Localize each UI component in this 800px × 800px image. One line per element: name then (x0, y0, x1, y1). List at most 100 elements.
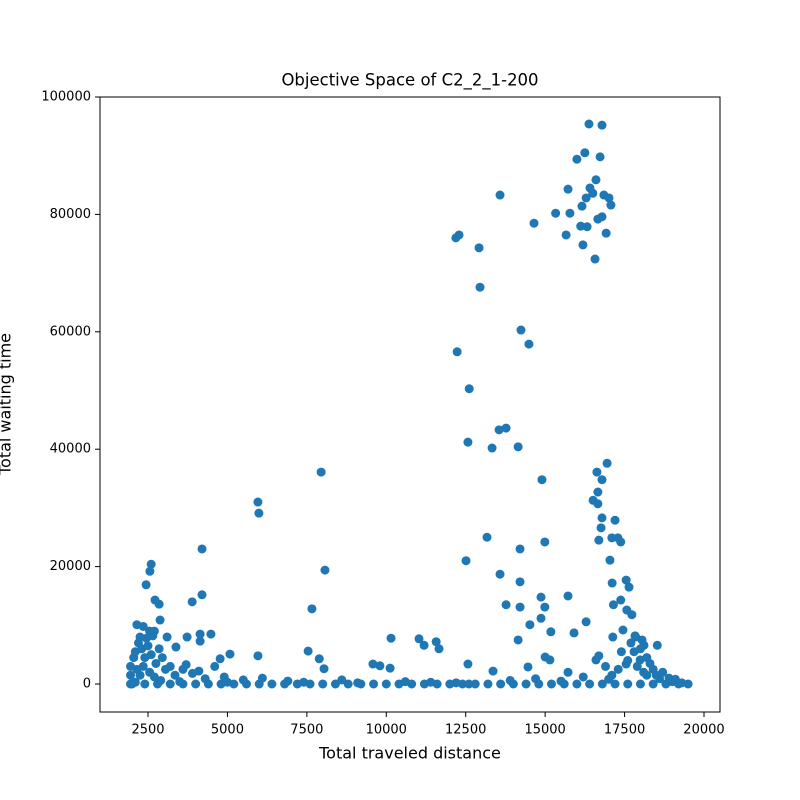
point (431, 637, 441, 647)
point (635, 644, 645, 654)
point (151, 658, 161, 668)
point (369, 679, 379, 689)
point (613, 664, 623, 674)
point (621, 575, 631, 585)
point (561, 230, 571, 240)
point (578, 240, 588, 250)
point (515, 577, 525, 587)
point (592, 467, 602, 477)
y-tick-label: 100000 (41, 90, 91, 105)
point (607, 670, 617, 680)
point (581, 617, 591, 627)
plot-frame (99, 96, 721, 713)
point (257, 673, 267, 683)
point (482, 532, 492, 542)
point (191, 679, 201, 689)
point (582, 222, 592, 232)
point (495, 190, 505, 200)
point (610, 679, 620, 689)
point (588, 188, 598, 198)
point (637, 635, 647, 645)
point (197, 590, 207, 600)
point (150, 595, 160, 605)
point (464, 384, 474, 394)
point (316, 467, 326, 477)
point (141, 580, 151, 590)
point (565, 208, 575, 218)
point (140, 679, 150, 689)
point (563, 184, 573, 194)
point (608, 600, 618, 610)
x-axis-label: Total traveled distance (318, 744, 501, 763)
point (591, 175, 601, 185)
point (513, 635, 523, 645)
point (165, 661, 175, 671)
point (580, 148, 590, 158)
point (170, 670, 180, 680)
y-tick-label: 0 (83, 677, 91, 692)
point (171, 642, 181, 652)
x-tick-label: 17500 (604, 723, 645, 738)
point (154, 644, 164, 654)
point (540, 537, 550, 547)
point (525, 620, 535, 630)
point (253, 651, 263, 661)
point (200, 674, 210, 684)
point (181, 660, 191, 670)
point (319, 664, 329, 674)
point (524, 339, 534, 349)
point (597, 120, 607, 130)
point (600, 661, 610, 671)
point (463, 437, 473, 447)
point (155, 615, 165, 625)
x-tick-label: 10000 (366, 723, 407, 738)
point (610, 515, 620, 525)
point (419, 640, 429, 650)
point (149, 672, 159, 682)
y-tick-label: 80000 (50, 207, 91, 222)
point (501, 423, 511, 433)
point (463, 659, 473, 669)
point (540, 602, 550, 612)
point (162, 632, 172, 642)
point (283, 676, 293, 686)
point (595, 152, 605, 162)
point (658, 667, 668, 677)
point (605, 555, 615, 565)
point (451, 678, 461, 688)
point (219, 672, 229, 682)
point (627, 610, 637, 620)
point (343, 679, 353, 689)
point (146, 559, 156, 569)
point (607, 578, 617, 588)
point (368, 659, 378, 669)
point (606, 200, 616, 210)
x-tick-label: 2500 (131, 723, 164, 738)
point (337, 675, 347, 685)
point (572, 679, 582, 689)
point (267, 679, 277, 689)
point (138, 661, 148, 671)
x-tick-label: 20000 (683, 723, 724, 738)
point (126, 670, 136, 680)
point (513, 442, 523, 452)
point (563, 667, 573, 677)
point (536, 613, 546, 623)
point (318, 679, 328, 689)
point (464, 679, 474, 689)
point (608, 632, 618, 642)
point (143, 641, 153, 651)
point (225, 649, 235, 659)
point (569, 628, 579, 638)
point (149, 626, 159, 636)
point (563, 591, 573, 601)
y-axis-label: Total waiting time (0, 333, 15, 476)
point (182, 632, 192, 642)
point (375, 661, 385, 671)
point (386, 633, 396, 643)
point (546, 627, 556, 637)
point (494, 425, 504, 435)
point (303, 646, 313, 656)
point (546, 679, 556, 689)
point (596, 523, 606, 533)
